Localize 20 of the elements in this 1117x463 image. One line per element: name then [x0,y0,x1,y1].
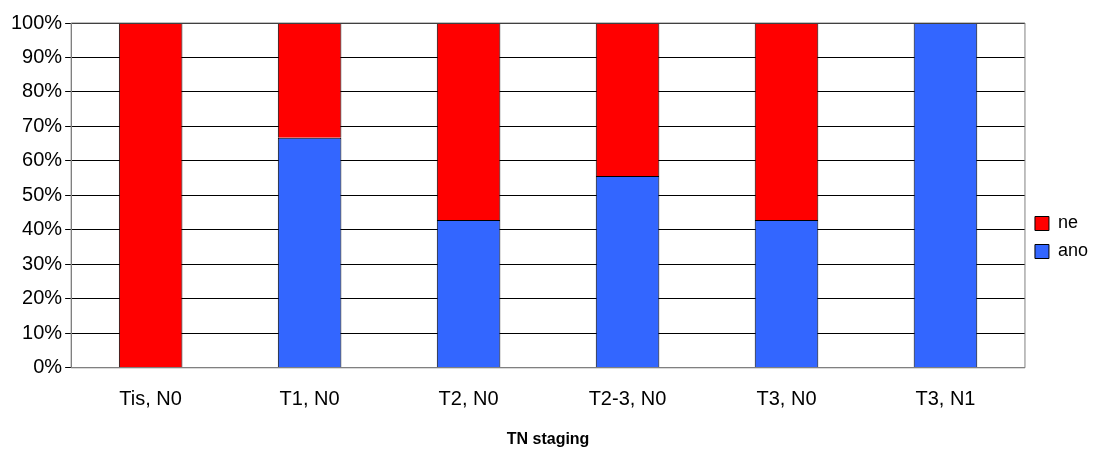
legend-label: ano [1057,240,1089,261]
x-tick-label: T2-3, N0 [588,387,667,410]
x-tick-label: T2, N0 [438,387,499,410]
y-tick-label: 60% [22,148,63,171]
x-tick-label: T3, N0 [756,387,817,410]
y-tick-label: 80% [22,79,63,102]
legend-label: ne [1057,212,1078,233]
y-tick-label: 70% [22,113,63,136]
y-tick-label: 20% [22,286,63,309]
x-axis-title: TN staging [506,429,590,447]
y-tick-label: 50% [22,182,63,205]
y-tick-label: 10% [22,320,63,343]
y-tick-label: 40% [22,217,63,240]
x-tick-label: T1, N0 [279,387,340,410]
y-tick-label: 90% [22,45,63,67]
x-tick-label: Tis, N0 [119,387,182,410]
y-tick-label: 100% [11,10,63,33]
y-tick-label: 0% [33,355,63,378]
y-tick-label: 30% [22,251,63,274]
x-tick-label: T3, N1 [915,387,976,410]
